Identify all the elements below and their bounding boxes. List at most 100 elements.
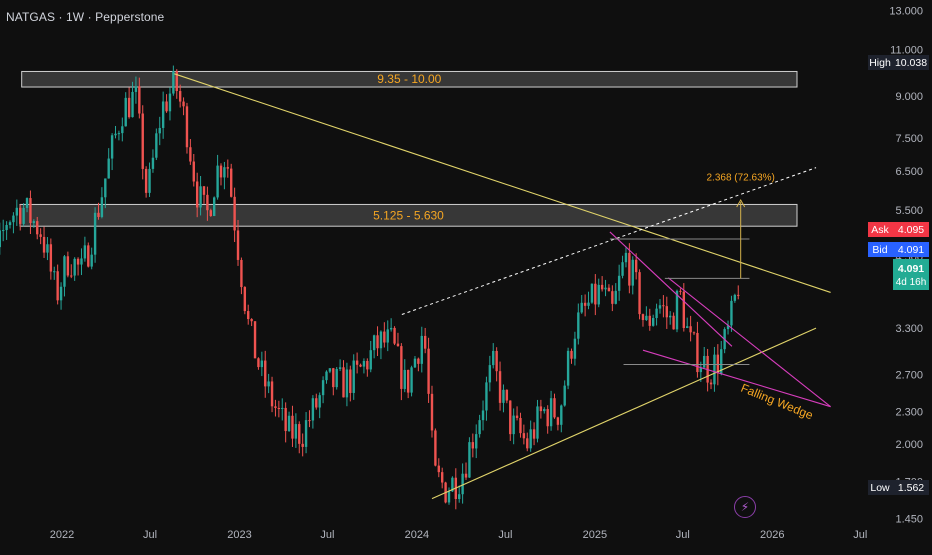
candle bbox=[284, 402, 287, 443]
candle-body bbox=[621, 262, 624, 276]
candle-body bbox=[124, 97, 127, 127]
candle bbox=[526, 432, 529, 452]
candle bbox=[696, 321, 699, 378]
candle-body bbox=[5, 225, 8, 231]
candle bbox=[440, 467, 444, 489]
candle bbox=[93, 207, 97, 263]
candle bbox=[19, 204, 22, 231]
candle-body bbox=[689, 326, 692, 333]
candle bbox=[597, 278, 600, 308]
candle-body bbox=[342, 367, 345, 398]
candle bbox=[672, 312, 675, 330]
candle-body bbox=[318, 395, 321, 408]
candle-body bbox=[376, 335, 379, 349]
candle bbox=[560, 404, 563, 433]
candle bbox=[206, 186, 209, 221]
candle-body bbox=[76, 258, 80, 265]
candle-body bbox=[577, 312, 580, 339]
candles-layer bbox=[0, 65, 740, 510]
candle bbox=[417, 357, 420, 372]
candle-body bbox=[209, 210, 212, 216]
candle-body bbox=[434, 430, 437, 466]
candle bbox=[291, 405, 294, 447]
price-axis-label: 7.500 bbox=[895, 133, 923, 145]
candle bbox=[212, 196, 216, 217]
candle-body bbox=[359, 364, 362, 367]
candle-body bbox=[668, 315, 672, 318]
candle-body bbox=[134, 86, 138, 92]
candle bbox=[570, 348, 573, 364]
candle-body bbox=[311, 398, 315, 421]
candle-body bbox=[315, 398, 318, 408]
candle-body bbox=[515, 415, 519, 418]
ask-price-tag: Ask 4.095 bbox=[868, 222, 929, 237]
price-axis-label: 2.000 bbox=[895, 439, 923, 451]
candle-body bbox=[260, 360, 264, 368]
candle-body bbox=[291, 415, 294, 439]
high-tag-name-bg bbox=[868, 55, 893, 70]
price-axis-label: 1.450 bbox=[895, 513, 923, 525]
candle-body bbox=[335, 369, 338, 388]
ask-tag-value: 4.095 bbox=[898, 224, 924, 236]
candle-body bbox=[379, 331, 383, 349]
lightning-icon[interactable]: ⚡ bbox=[734, 496, 756, 518]
candle-body bbox=[8, 222, 12, 226]
candle bbox=[134, 76, 138, 104]
candle-body bbox=[502, 389, 505, 403]
candle-body bbox=[83, 245, 87, 259]
candle bbox=[178, 84, 182, 108]
candle-body bbox=[471, 442, 475, 449]
candle bbox=[110, 133, 114, 171]
candle bbox=[253, 321, 257, 359]
candle-body bbox=[274, 406, 277, 408]
drawings-layer bbox=[174, 73, 831, 500]
candle-body bbox=[583, 302, 587, 306]
candle bbox=[32, 219, 36, 228]
candle bbox=[83, 236, 87, 262]
bid-tag-value-bg bbox=[893, 242, 929, 257]
candle bbox=[29, 190, 32, 235]
low-tag-name-bg bbox=[868, 480, 893, 495]
symbol-title[interactable]: NATGAS · 1W · Pepperstone bbox=[6, 10, 165, 24]
candle-body bbox=[481, 410, 485, 421]
candle-body bbox=[148, 168, 151, 193]
bid-tag-name-bg bbox=[868, 242, 893, 257]
candle-body bbox=[70, 275, 73, 277]
candle bbox=[345, 362, 349, 407]
candle-body bbox=[178, 91, 182, 102]
candle-body bbox=[672, 315, 675, 330]
candle-body bbox=[29, 198, 32, 224]
candle-body bbox=[648, 315, 651, 326]
candle-body bbox=[512, 415, 515, 435]
candle bbox=[607, 284, 611, 292]
candle bbox=[144, 166, 148, 198]
candle bbox=[369, 340, 372, 373]
candle bbox=[80, 248, 83, 276]
candle bbox=[12, 212, 15, 234]
candle-body bbox=[161, 101, 165, 128]
candle bbox=[389, 318, 393, 332]
candle bbox=[475, 424, 478, 459]
candle-body bbox=[158, 127, 161, 134]
candle-body bbox=[617, 275, 621, 291]
price-axis-label: 9.000 bbox=[895, 91, 923, 103]
candle bbox=[243, 286, 247, 315]
candle bbox=[563, 380, 566, 407]
wedge-upper-extension bbox=[667, 277, 831, 408]
candle bbox=[655, 303, 658, 326]
candle bbox=[56, 264, 59, 305]
candle bbox=[713, 346, 716, 392]
candle bbox=[675, 289, 679, 333]
candle bbox=[90, 247, 93, 270]
candle bbox=[485, 376, 488, 421]
parallel-channel bbox=[401, 167, 817, 315]
candle-body bbox=[212, 197, 216, 216]
candle-body bbox=[651, 318, 655, 326]
candle bbox=[138, 77, 141, 119]
candle-body bbox=[461, 473, 464, 495]
candle bbox=[338, 359, 342, 372]
candle bbox=[36, 216, 39, 240]
time-axis-label: Jul bbox=[320, 529, 334, 541]
